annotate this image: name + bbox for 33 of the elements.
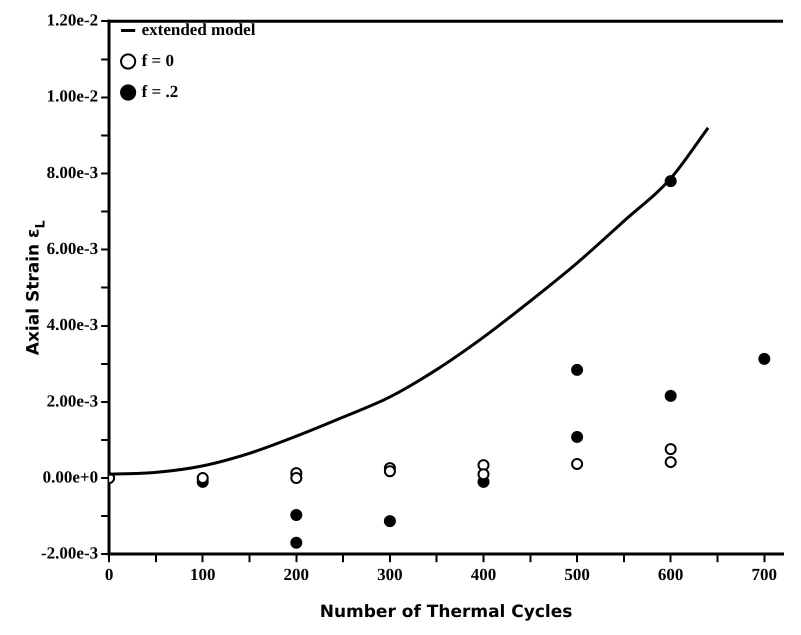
y-tick-label: -2.00e-3 <box>40 544 98 563</box>
x-tick-label: 200 <box>284 564 310 584</box>
x-axis-title: Number of Thermal Cycles <box>320 602 572 622</box>
point <box>384 515 396 528</box>
y-tick-label: 0.00e+0 <box>42 467 98 486</box>
y-tick-label: 1.20e-2 <box>46 10 98 30</box>
point <box>384 465 396 478</box>
y-tick-label: 8.00e-3 <box>46 162 98 182</box>
legend-label: f = .2 <box>142 82 178 101</box>
legend-label: f = 0 <box>142 50 174 70</box>
x-tick-label: 0 <box>104 564 114 584</box>
point <box>664 390 677 402</box>
point <box>758 352 770 365</box>
y-tick-label: 2.00e-3 <box>46 391 98 410</box>
x-tick-label: 400 <box>470 564 496 584</box>
x-tick-label: 700 <box>752 564 778 584</box>
x-tick-label: 600 <box>658 564 684 584</box>
legend-label: extended model <box>142 20 256 39</box>
x-tick-label: 300 <box>377 564 403 584</box>
point <box>290 472 302 484</box>
point <box>664 443 677 456</box>
y-tick-label: 4.00e-3 <box>46 315 98 334</box>
point <box>571 430 584 443</box>
x-tick-label: 100 <box>190 564 216 584</box>
y-tick-label: 1.00e-2 <box>46 86 98 106</box>
point <box>664 456 677 468</box>
x-tick-label: 500 <box>564 564 590 584</box>
y-tick-label: 6.00e-3 <box>46 239 98 258</box>
point <box>571 458 584 470</box>
point <box>477 459 490 472</box>
point <box>290 536 302 549</box>
point <box>290 508 302 521</box>
point <box>571 364 584 376</box>
